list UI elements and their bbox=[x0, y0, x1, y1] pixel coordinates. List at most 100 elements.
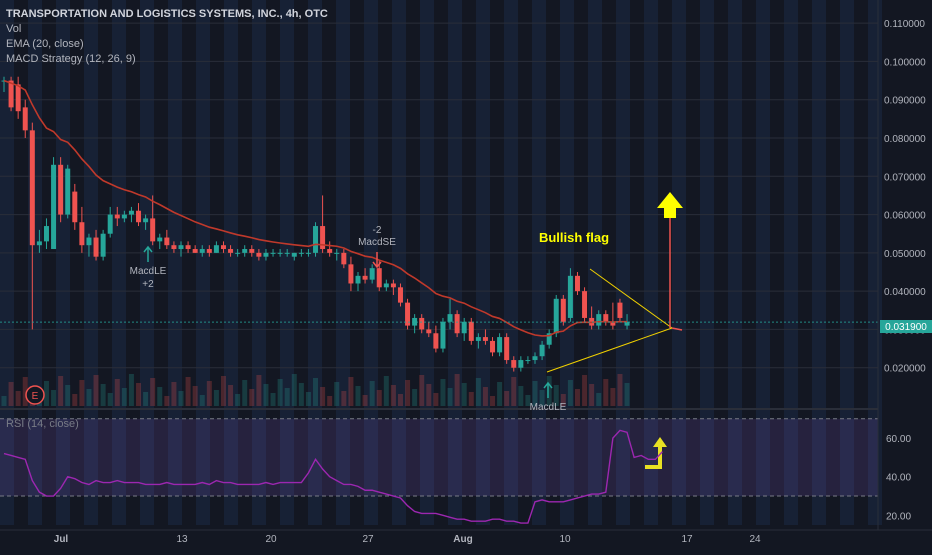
volume-bar bbox=[128, 374, 134, 406]
legend-ema[interactable]: EMA (20, close) bbox=[6, 38, 84, 50]
candle-body bbox=[511, 360, 517, 368]
volume-bar bbox=[348, 377, 354, 406]
session-shade bbox=[308, 0, 322, 525]
volume-bar bbox=[136, 383, 142, 406]
volume-bar bbox=[490, 396, 496, 406]
candle-body bbox=[454, 314, 460, 334]
candle-body bbox=[107, 214, 113, 234]
time-tick-label: 24 bbox=[749, 534, 761, 545]
candle-body bbox=[567, 275, 573, 318]
volume-bar bbox=[228, 385, 234, 406]
candle-body bbox=[412, 317, 418, 326]
volume-bar bbox=[171, 382, 177, 406]
volume-bar bbox=[412, 389, 418, 406]
session-shade bbox=[140, 0, 154, 525]
volume-bar bbox=[65, 385, 71, 406]
candle-body bbox=[497, 337, 503, 353]
candle-body bbox=[596, 314, 602, 326]
candle-body bbox=[277, 252, 283, 254]
candle-body bbox=[235, 252, 241, 254]
flag-lower-line bbox=[546, 327, 673, 373]
volume-bar bbox=[617, 374, 623, 406]
volume-bar bbox=[525, 395, 531, 406]
volume-bar bbox=[192, 386, 198, 406]
volume-bar bbox=[86, 389, 92, 406]
volume-bar bbox=[497, 382, 503, 406]
rsi-pane bbox=[0, 418, 878, 524]
volume-bar bbox=[178, 391, 184, 406]
volume-bar bbox=[43, 381, 49, 406]
volume-bar bbox=[419, 375, 425, 406]
session-shade bbox=[728, 0, 742, 525]
candle-body bbox=[369, 268, 375, 280]
candle-body bbox=[79, 222, 85, 246]
candle-body bbox=[553, 298, 559, 334]
candle-body bbox=[405, 302, 411, 326]
candle-body bbox=[376, 268, 382, 288]
volume-bar bbox=[277, 379, 283, 406]
candle-body bbox=[383, 283, 389, 288]
drawings bbox=[0, 192, 878, 469]
volume-bar bbox=[298, 383, 304, 406]
session-shade bbox=[588, 0, 602, 525]
time-tick-label: 20 bbox=[265, 534, 277, 545]
candle-body bbox=[560, 298, 566, 322]
volume-bar bbox=[397, 394, 403, 406]
candle-body bbox=[114, 214, 120, 219]
price-tick-label: 0.100000 bbox=[884, 57, 926, 68]
rsi-line bbox=[3, 429, 663, 524]
time-tick-label: 17 bbox=[681, 534, 693, 545]
session-shade bbox=[84, 0, 98, 525]
volume-bar bbox=[383, 376, 389, 406]
volume-bar bbox=[235, 394, 241, 406]
candle-body bbox=[206, 249, 212, 253]
volume-bar bbox=[482, 387, 488, 406]
volume-bar bbox=[624, 383, 630, 406]
legend-vol[interactable]: Vol bbox=[6, 23, 22, 35]
candle-body bbox=[29, 130, 35, 246]
candle-body bbox=[298, 252, 304, 254]
candle-body bbox=[313, 226, 319, 253]
volume-bar bbox=[589, 384, 595, 406]
volume-bar bbox=[313, 378, 319, 406]
candle-body bbox=[185, 245, 191, 250]
volume-bar bbox=[72, 394, 78, 406]
flag-upper-line bbox=[589, 268, 673, 329]
price-tick-label: 0.040000 bbox=[884, 287, 926, 298]
session-shade bbox=[532, 0, 546, 525]
session-shade bbox=[364, 0, 378, 525]
candle-body bbox=[582, 291, 588, 318]
candle-body bbox=[150, 218, 156, 242]
candle-body bbox=[518, 360, 524, 368]
legend-macd[interactable]: MACD Strategy (12, 26, 9) bbox=[6, 53, 136, 65]
session-shade bbox=[812, 0, 826, 525]
volume-bar bbox=[440, 379, 446, 406]
price-tick-label: 0.110000 bbox=[884, 19, 925, 30]
candle-body bbox=[539, 344, 545, 357]
candle-body bbox=[8, 80, 14, 108]
time-tick-label: 13 bbox=[176, 534, 188, 545]
candle-body bbox=[220, 245, 226, 250]
candle-body bbox=[100, 233, 106, 257]
session-shade bbox=[224, 0, 238, 525]
session-shade bbox=[196, 0, 210, 525]
price-tick-label: 0.070000 bbox=[884, 172, 926, 183]
up-arrow-icon bbox=[657, 192, 683, 218]
volume-bar bbox=[461, 383, 467, 406]
volume-bar bbox=[107, 393, 113, 406]
session-shade bbox=[448, 0, 462, 525]
candle-body bbox=[390, 283, 396, 288]
candle-body bbox=[624, 321, 630, 326]
candle-body bbox=[136, 210, 142, 223]
earnings-marker-label[interactable]: E bbox=[32, 391, 39, 402]
session-shade bbox=[420, 0, 434, 525]
rsi-band-fill bbox=[0, 418, 878, 497]
macd-le-arrow-icon bbox=[143, 245, 153, 262]
time-tick-label: 10 bbox=[559, 534, 571, 545]
earnings-marker-circle[interactable] bbox=[25, 385, 45, 405]
ema-line bbox=[3, 79, 628, 337]
macd-se-qty: -2 bbox=[373, 225, 382, 236]
candle-body bbox=[192, 249, 198, 253]
